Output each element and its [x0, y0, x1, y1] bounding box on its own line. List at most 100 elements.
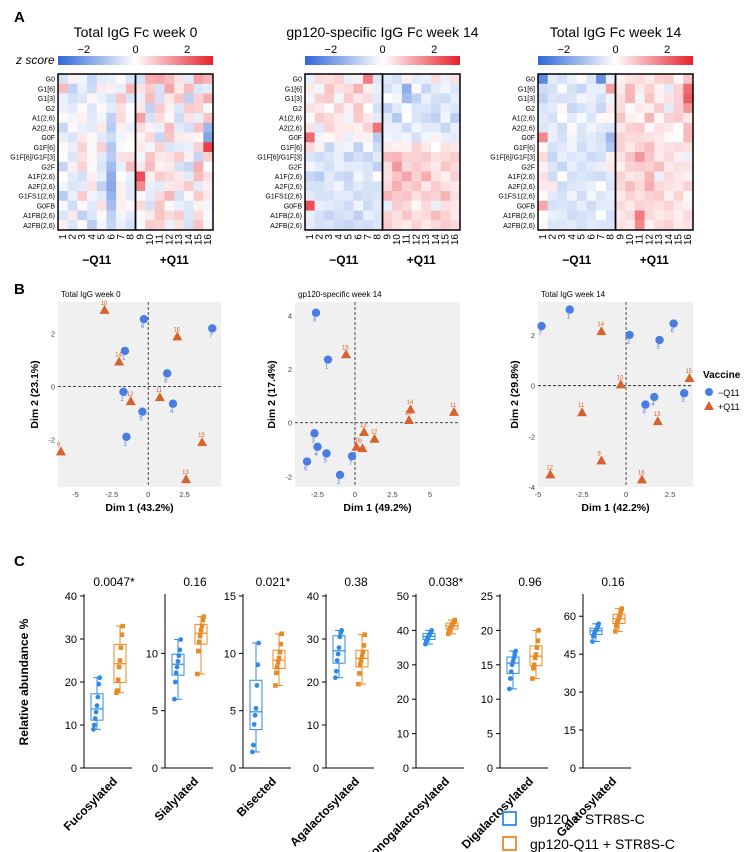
heatmap-cell — [154, 161, 165, 172]
heatmap-cell — [77, 113, 88, 124]
heatmap-cell — [576, 152, 587, 163]
heatmap-cell — [663, 93, 674, 104]
heatmap-cell — [203, 74, 214, 85]
heatmap-cell — [193, 142, 204, 153]
box-y-tick-label: 0 — [71, 763, 77, 775]
heatmap-cell — [106, 220, 117, 231]
data-point-minus — [339, 628, 345, 633]
heatmap-cell — [586, 191, 597, 202]
data-point-minus — [251, 722, 257, 727]
heatmap-cell — [324, 171, 335, 182]
heatmap-cell — [87, 122, 98, 133]
heatmap-cell — [430, 210, 441, 221]
heatmap-cell — [430, 83, 441, 94]
pca-legend-label-minus: −Q11 — [718, 388, 740, 398]
heatmap-cell — [615, 200, 626, 211]
heatmap-cell — [77, 181, 88, 192]
heatmap-cell — [421, 83, 432, 94]
legend-swatch-plus — [502, 836, 517, 851]
heatmap-cell — [421, 181, 432, 192]
box-y-tick-label: 5 — [487, 729, 493, 741]
point-label: 16 — [405, 411, 412, 417]
y-tick-label: 0 — [288, 419, 292, 428]
heatmap-cell — [353, 152, 364, 163]
heatmap-cell — [625, 93, 636, 104]
column-label: 16 — [683, 234, 694, 246]
box-y-tick-label: 10 — [397, 729, 409, 741]
data-point-plus — [618, 610, 624, 615]
heatmap-cell — [596, 200, 607, 211]
row-label: A2FB(2,6) — [23, 223, 55, 230]
heatmap-cell — [372, 171, 383, 182]
heatmap-cell — [125, 74, 136, 85]
x-tick-label: 2.5 — [179, 490, 189, 499]
point-plus — [652, 416, 663, 426]
heatmap-cell — [382, 191, 393, 202]
column-label: 2 — [68, 234, 79, 240]
heatmap-cell — [343, 220, 354, 231]
heatmap-cell — [77, 171, 88, 182]
heatmap-cell — [625, 220, 636, 231]
data-point-plus — [278, 641, 284, 647]
point-plus — [684, 373, 695, 383]
heatmap-cell — [87, 74, 98, 85]
heatmap-cell — [106, 132, 117, 143]
heatmap-cell — [605, 142, 616, 153]
heatmap-cell — [673, 142, 684, 153]
heatmap-cell — [596, 171, 607, 182]
point-label: 4 — [170, 409, 174, 415]
heatmap-cell — [372, 200, 383, 211]
heatmap-cell — [392, 93, 403, 104]
heatmap-cell — [576, 93, 587, 104]
heatmap-cell — [305, 220, 315, 231]
heatmap-cell — [421, 142, 432, 153]
column-label: 2 — [315, 234, 326, 240]
heatmap-cell — [663, 171, 674, 182]
heatmap-cell — [203, 132, 214, 143]
heatmap-cell — [411, 122, 422, 133]
heatmap-cell — [625, 191, 636, 202]
heatmap-cell — [382, 161, 393, 172]
point-plus — [181, 474, 192, 484]
heatmap-cell — [67, 200, 78, 211]
heatmap-cell — [314, 181, 325, 192]
point-label: 3 — [312, 438, 316, 444]
row-label: A1FB(2,6) — [503, 213, 535, 220]
row-label: G1[6] — [518, 86, 535, 93]
point-minus — [679, 389, 689, 398]
heatmap-cell — [324, 122, 335, 133]
heatmap-cell — [634, 83, 645, 94]
heatmap-cell — [372, 103, 383, 114]
heatmap-cell — [183, 93, 194, 104]
box-y-tick-label: 10 — [481, 694, 493, 706]
heatmap-cell — [576, 200, 587, 211]
data-point-minus — [172, 696, 177, 702]
box-y-tick-label: 0 — [403, 763, 409, 775]
heatmap-cell — [145, 220, 156, 231]
heatmap-cell — [164, 132, 175, 143]
data-point-plus — [446, 631, 451, 637]
heatmap-cell — [125, 122, 136, 133]
heatmap-cell — [615, 171, 626, 182]
heatmap-cell — [106, 181, 117, 192]
heatmap-cell — [557, 132, 568, 143]
heatmap-cell — [372, 74, 383, 85]
heatmap-cell — [654, 152, 665, 163]
heatmap-cell — [586, 181, 597, 192]
data-point-plus — [276, 655, 282, 661]
colorbar-tick-label: −2 — [325, 44, 338, 56]
heatmap-cell — [372, 93, 383, 104]
data-point-plus — [279, 631, 284, 637]
heatmap-cell — [174, 93, 185, 104]
point-label: 16 — [638, 470, 645, 476]
heatmap-cell — [164, 83, 175, 94]
heatmap-cell — [154, 220, 165, 231]
heatmap-cell — [382, 132, 393, 143]
point-plus — [545, 469, 556, 479]
column-label: 14 — [184, 234, 195, 246]
heatmap-cell — [116, 152, 127, 163]
heatmap-cell — [615, 220, 626, 231]
column-label: 5 — [344, 234, 355, 240]
box-y-tick-label: 30 — [397, 660, 409, 672]
heatmap-cell — [145, 210, 156, 221]
